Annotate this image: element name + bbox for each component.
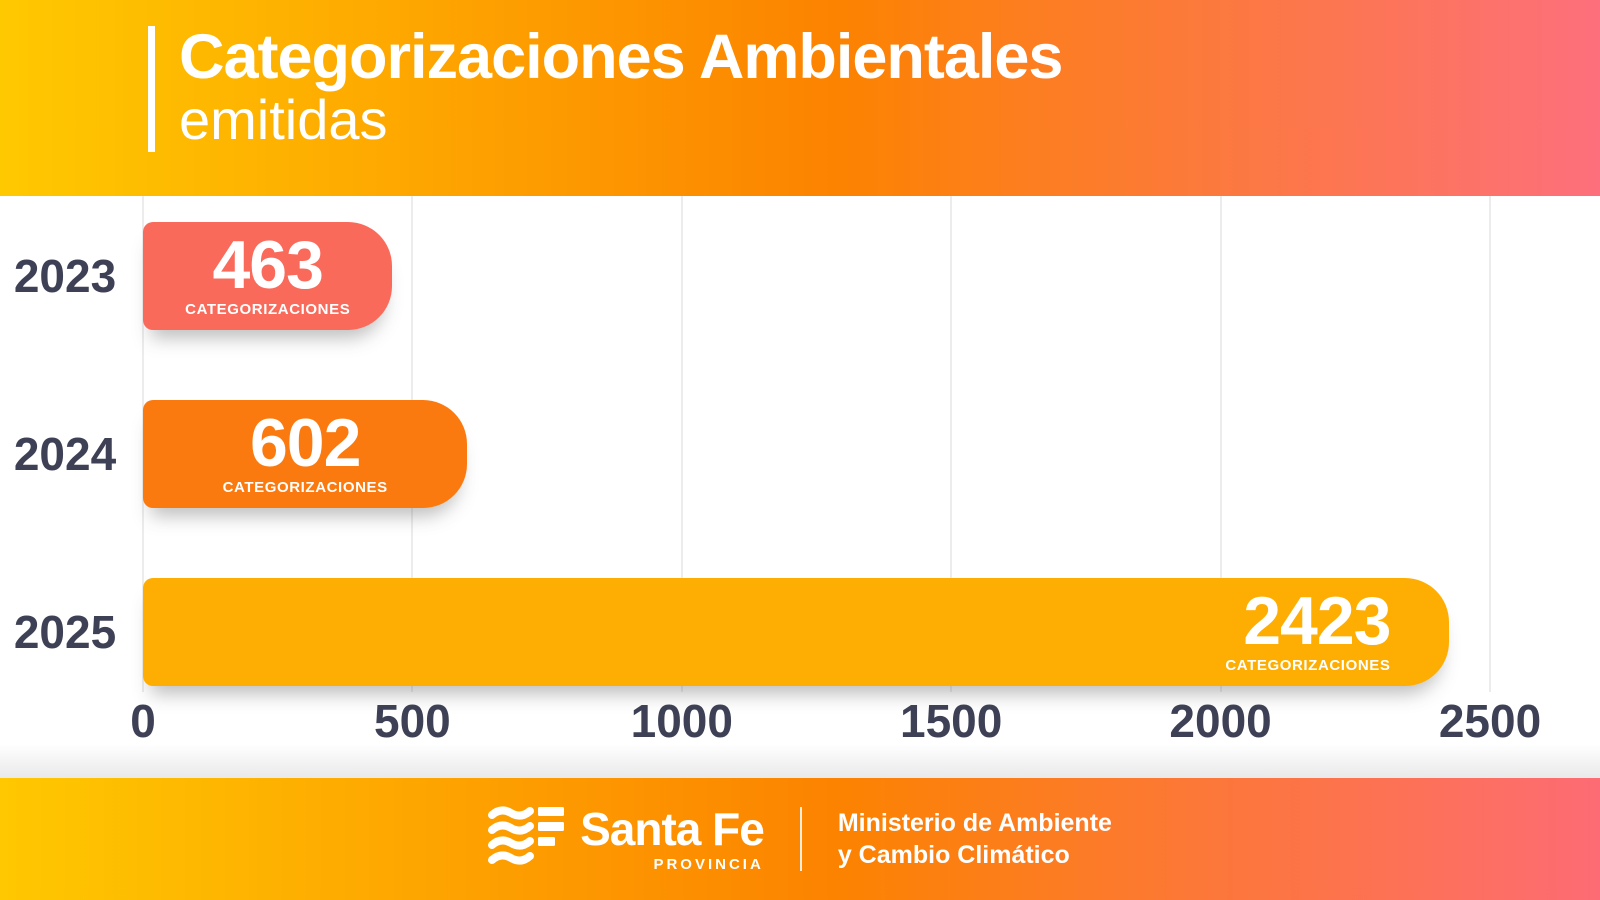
bar-value: 602 — [249, 405, 361, 482]
chart-bottom-shadow — [0, 744, 1600, 778]
bar-chart: 0 500 1000 1500 2000 2500 2023 463 CATEGORIZACIO… — [0, 196, 1600, 778]
x-axis-tick-label: 1500 — [900, 695, 1003, 747]
x-axis-tick-label: 2500 — [1438, 695, 1542, 747]
footer-banner: Santa Fe PROVINCIA Ministerio de Ambient… — [0, 778, 1600, 900]
year-label: 2025 — [13, 606, 117, 658]
gridline — [950, 196, 953, 692]
santa-fe-logo: Santa Fe PROVINCIA — [488, 802, 765, 873]
ministry-line1: Ministerio de Ambiente — [837, 808, 1112, 837]
x-axis-tick-label: 1000 — [630, 695, 733, 747]
year-label: 2024 — [13, 428, 117, 480]
year-label: 2023 — [13, 250, 117, 302]
footer-divider — [799, 807, 802, 871]
bar-2024: 602 CATEGORIZACIONES — [143, 400, 468, 508]
x-axis-tick-label: 0 — [130, 695, 156, 747]
gridline — [1489, 196, 1491, 692]
title-block: Categorizaciones Ambientales emitidas — [148, 22, 1063, 152]
bar-unit-label: CATEGORIZACIONES — [1225, 656, 1391, 674]
ministry-name: Ministerio de Ambiente y Cambio Climátic… — [838, 807, 1112, 872]
ministry-line2: y Cambio Climático — [837, 841, 1070, 869]
gridline — [680, 196, 683, 692]
logo-name: Santa Fe — [580, 802, 765, 855]
bar-2023: 463 CATEGORIZACIONES — [143, 222, 393, 330]
x-axis-tick-label: 500 — [374, 695, 451, 747]
logo-text-block: Santa Fe PROVINCIA — [580, 802, 765, 873]
logo-subtitle: PROVINCIA — [653, 855, 764, 873]
bar-value: 2423 — [1243, 583, 1391, 660]
gridline — [1219, 196, 1222, 692]
header-banner: Categorizaciones Ambientales emitidas — [0, 0, 1600, 196]
bar-unit-label: CATEGORIZACIONES — [222, 478, 388, 496]
page-title: Categorizaciones Ambientales — [179, 22, 1063, 92]
bar-unit-label: CATEGORIZACIONES — [185, 300, 351, 318]
bar-2025: 2423 CATEGORIZACIONES — [143, 578, 1449, 686]
santa-fe-flag-icon — [488, 805, 566, 873]
x-axis-tick-label: 2000 — [1169, 695, 1272, 747]
bar-value: 463 — [212, 227, 323, 304]
page-subtitle: emitidas — [179, 88, 388, 151]
